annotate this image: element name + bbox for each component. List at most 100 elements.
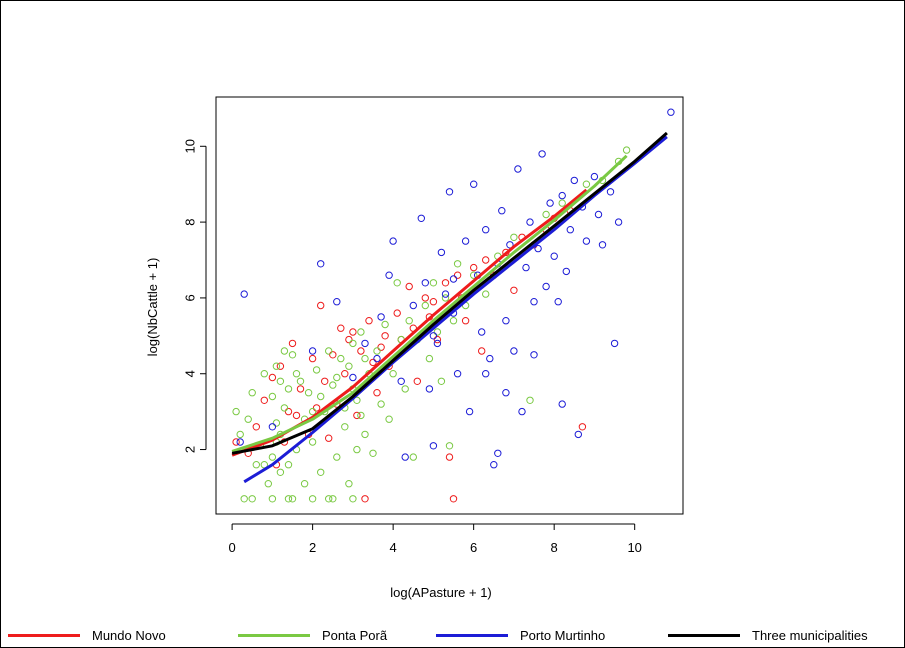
point-0-23 [381,332,389,340]
y-axis-label: log(NbCattle + 1) [145,258,160,357]
point-1-22 [317,468,325,476]
point-0-9 [308,354,317,363]
legend-label-3: Three municipalities [752,627,868,643]
point-1-15 [288,351,297,359]
point-2-63 [449,275,458,283]
point-1-13 [280,404,289,412]
point-2-47 [558,191,566,200]
point-1-25 [329,381,337,389]
point-1-27 [337,354,345,363]
fit-line-0 [231,188,588,457]
point-0-16 [349,328,357,336]
fit-line-1 [231,154,628,453]
point-0-4 [276,362,285,370]
point-0-58 [345,335,353,344]
point-2-39 [526,218,534,226]
point-1-11 [272,362,281,370]
point-2-34 [506,241,514,249]
point-0-56 [312,404,321,412]
point-0-0 [232,438,240,446]
point-1-1 [236,430,244,439]
point-1-68 [248,495,256,503]
point-0-30 [421,294,429,302]
point-2-2 [268,423,277,431]
point-2-15 [421,279,429,287]
point-1-20 [308,438,317,446]
point-2-67 [377,313,385,321]
point-1-40 [389,370,397,378]
point-0-36 [449,495,458,503]
point-0-6 [288,339,297,348]
fit-line-3 [231,131,668,455]
y-tick-label-0: 2 [183,446,198,453]
point-2-50 [570,176,578,185]
point-2-11 [397,377,405,385]
point-1-61 [526,396,534,404]
point-2-61 [494,449,502,457]
point-2-5 [333,298,341,306]
point-1-63 [558,199,566,207]
x-tick-label-0: 0 [228,540,235,555]
point-1-55 [453,260,462,268]
point-1-49 [429,279,438,287]
point-0-14 [337,324,345,332]
point-2-64 [482,370,490,378]
y-tick-label-1: 4 [183,370,198,377]
point-0-45 [510,286,518,294]
scatter-chart: 0 2 4 6 8 10 2 4 6 8 10 log(APasture + 1) log(NbC… [145,96,684,600]
point-2-19 [441,290,450,298]
point-0-3 [268,373,277,382]
point-2-62 [429,332,438,340]
point-1-73 [349,495,357,503]
point-1-72 [329,495,337,503]
point-2-6 [349,373,357,382]
point-2-58 [610,339,619,348]
point-1-19 [304,389,313,397]
point-2-44 [546,199,554,207]
point-0-12 [329,351,337,359]
x-tick-label-3: 6 [470,540,477,555]
point-1-41 [393,279,401,287]
point-1-77 [292,370,301,378]
point-2-0 [236,438,244,446]
point-0-34 [441,279,450,287]
point-0-29 [413,377,421,385]
point-2-37 [518,407,526,416]
legend-label-1: Ponta Porã [322,627,388,643]
point-1-88 [276,377,285,385]
legend-swatch-3 [668,633,740,637]
y-tick-label-2: 6 [183,294,198,301]
point-2-49 [566,226,574,234]
point-1-7 [260,370,268,378]
point-1-69 [268,495,277,503]
point-2-68 [425,385,434,393]
point-1-37 [377,400,385,408]
point-1-71 [308,495,317,503]
point-2-17 [433,339,442,348]
point-2-43 [542,282,550,291]
points-layer [232,108,675,503]
point-0-32 [429,298,438,306]
point-0-11 [321,377,329,385]
point-1-10 [272,419,281,427]
point-2-69 [502,389,510,397]
point-1-54 [449,317,458,325]
legend-swatch-1 [238,633,310,637]
y-tick-label-3: 8 [183,218,198,225]
point-2-13 [409,301,417,310]
point-1-81 [325,347,333,355]
point-2-30 [490,461,498,469]
point-0-51 [578,423,587,431]
point-1-33 [361,430,369,439]
point-1-67 [622,146,631,154]
point-1-91 [345,362,353,370]
point-1-32 [357,328,365,336]
point-2-7 [361,339,369,348]
point-2-27 [478,328,486,336]
point-1-9 [268,392,277,401]
point-1-79 [308,407,317,416]
point-2-57 [606,188,615,196]
point-2-33 [502,317,510,325]
point-2-9 [385,271,393,279]
point-0-2 [260,396,268,404]
